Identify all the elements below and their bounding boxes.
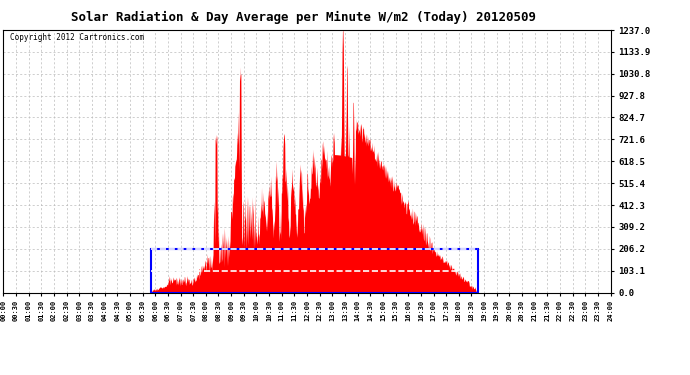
Text: Copyright 2012 Cartronics.com: Copyright 2012 Cartronics.com [10, 33, 144, 42]
Bar [151, 249, 477, 292]
Text: Solar Radiation & Day Average per Minute W/m2 (Today) 20120509: Solar Radiation & Day Average per Minute… [71, 11, 536, 24]
